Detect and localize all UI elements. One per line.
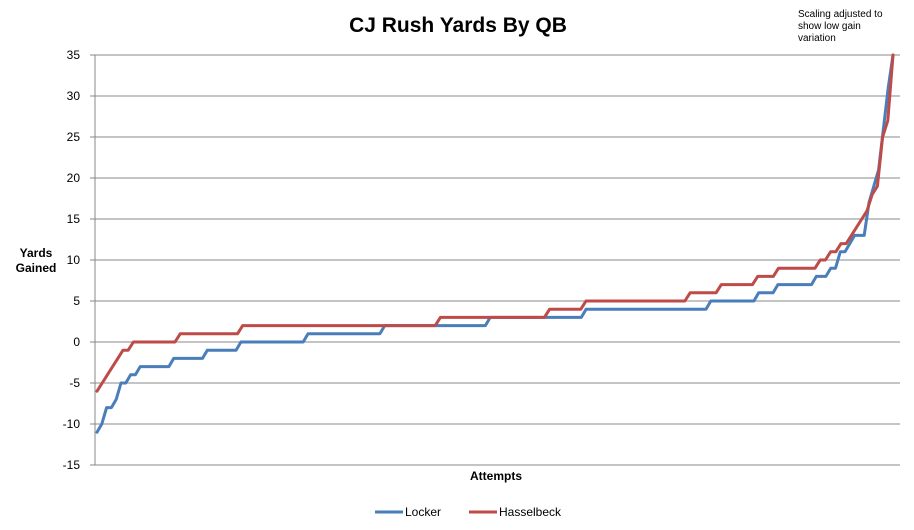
series-line-locker: [95, 53, 895, 434]
y-tick-label: -5: [69, 376, 80, 390]
annotation-line: variation: [798, 33, 836, 44]
y-axis-label-line: Yards: [20, 246, 53, 260]
y-tick-label: 25: [67, 130, 81, 144]
y-tick-labels: -15 -10 -5 0 5 10 15 20 25 30 35: [63, 48, 81, 472]
annotation-line: show low gain: [798, 21, 861, 32]
legend-label: Hasselbeck: [499, 505, 562, 519]
legend-label: Locker: [405, 505, 441, 519]
grid-lines: [90, 54, 900, 466]
y-tick-label: 20: [67, 171, 81, 185]
y-tick-label: 30: [67, 89, 81, 103]
y-tick-label: -10: [63, 417, 81, 431]
x-axis-label: Attempts: [470, 469, 522, 483]
y-tick-label: 15: [67, 212, 81, 226]
annotation-line: Scaling adjusted to: [798, 9, 883, 20]
y-axis-label-line: Gained: [16, 261, 57, 275]
chart-title: CJ Rush Yards By QB: [349, 14, 567, 37]
legend: Locker Hasselbeck: [375, 505, 562, 519]
series-lines: [95, 53, 895, 434]
y-tick-label: -15: [63, 458, 81, 472]
series-line-hasselbeck: [95, 53, 895, 393]
y-tick-label: 5: [73, 294, 80, 308]
y-tick-label: 10: [67, 253, 81, 267]
y-tick-label: 35: [67, 48, 81, 62]
y-tick-label: 0: [73, 335, 80, 349]
